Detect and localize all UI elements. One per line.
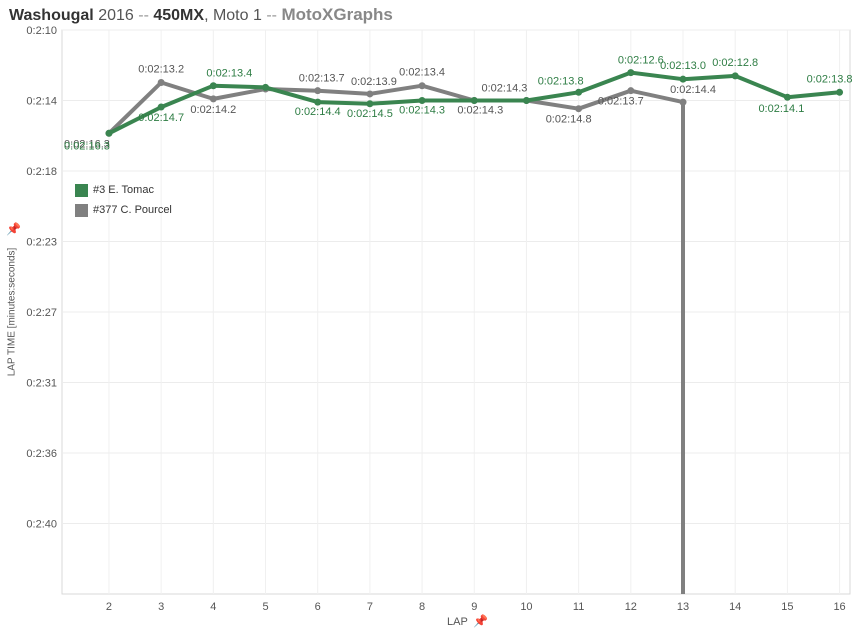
data-point-tomac: [418, 97, 426, 104]
data-label-pourcel: 0:02:14.3: [457, 105, 503, 117]
x-axis-pin-icon[interactable]: 📌: [473, 614, 488, 628]
x-tick-label: 3: [158, 601, 164, 613]
data-point-tomac: [470, 97, 478, 104]
legend-swatch-tomac: [75, 183, 88, 197]
data-point-pourcel: [366, 90, 374, 98]
x-tick-label: 7: [367, 601, 373, 613]
data-point-tomac: [731, 72, 739, 80]
data-point-tomac: [575, 88, 583, 96]
data-label-pourcel: 0:02:16.3: [64, 138, 110, 150]
x-tick-label: 15: [781, 601, 793, 613]
x-tick-label: 16: [833, 601, 845, 613]
x-tick-label: 12: [625, 601, 637, 613]
title-year: 2016: [98, 7, 134, 24]
x-tick-label: 2: [106, 601, 112, 613]
y-axis-title-wrap: LAP TIME [minutes:seconds]: [2, 232, 22, 392]
data-point-tomac: [262, 83, 270, 91]
x-tick-label: 13: [677, 601, 689, 613]
y-tick-label: 0:2:10: [26, 25, 57, 37]
data-label-tomac: 0:02:13.4: [206, 68, 252, 80]
data-label-tomac: 0:02:13.0: [660, 60, 706, 72]
chart-title: Washougal 2016 -- 450MX, Moto 1 -- MotoX…: [9, 5, 393, 25]
x-tick-label: 14: [729, 601, 741, 613]
data-label-tomac: 0:02:13.8: [807, 73, 853, 85]
data-point-pourcel: [627, 87, 635, 95]
x-axis-title: LAP: [447, 616, 468, 628]
x-tick-label: 4: [210, 601, 216, 613]
x-tick-label: 9: [471, 601, 477, 613]
data-label-tomac: 0:02:16.3: [64, 140, 110, 152]
data-label-pourcel: 0:02:14.3: [482, 83, 528, 95]
data-label-pourcel: 0:02:13.7: [598, 96, 644, 108]
data-point-pourcel: [679, 98, 687, 106]
data-point-tomac: [157, 103, 165, 111]
data-label-tomac: 0:02:14.4: [295, 106, 341, 118]
data-point-tomac: [836, 88, 844, 96]
data-label-tomac: 0:02:14.7: [138, 112, 184, 124]
data-label-tomac: 0:02:14.5: [347, 108, 393, 120]
title-moto: , Moto 1: [204, 7, 262, 24]
data-point-tomac: [366, 100, 374, 108]
data-point-tomac: [627, 69, 635, 77]
data-point-tomac: [105, 129, 113, 137]
legend-item-pourcel[interactable]: #377 C. Pourcel: [75, 200, 172, 220]
y-tick-label: 0:2:14: [26, 96, 57, 108]
legend-swatch-pourcel: [75, 203, 88, 217]
y-tick-label: 0:2:18: [26, 166, 57, 178]
data-point-tomac: [783, 93, 791, 101]
data-label-tomac: 0:02:12.6: [618, 55, 664, 67]
data-point-pourcel: [314, 87, 322, 95]
title-class: 450MX: [153, 7, 205, 24]
x-tick-label: 11: [573, 601, 584, 613]
y-tick-label: 0:2:40: [26, 519, 57, 531]
data-label-tomac: 0:02:14.1: [758, 103, 804, 115]
data-point-pourcel: [157, 78, 165, 86]
data-label-pourcel: 0:02:13.2: [138, 63, 184, 75]
data-label-tomac: 0:02:13.8: [538, 75, 584, 87]
data-point-tomac: [522, 97, 530, 104]
y-axis-title: LAP TIME [minutes:seconds]: [6, 247, 18, 377]
y-tick-label: 0:2:31: [26, 378, 57, 390]
title-brand: MotoXGraphs: [281, 5, 393, 24]
data-label-pourcel: 0:02:14.2: [190, 104, 236, 116]
title-separator-2: --: [266, 7, 277, 24]
title-event: Washougal: [9, 7, 94, 24]
data-label-tomac: 0:02:14.3: [399, 105, 445, 117]
title-separator-1: --: [138, 7, 149, 24]
legend-label-pourcel: #377 C. Pourcel: [93, 204, 172, 216]
y-tick-label: 0:2:23: [26, 237, 57, 249]
data-label-pourcel: 0:02:13.4: [399, 67, 445, 79]
data-label-pourcel: 0:02:14.4: [670, 84, 716, 96]
data-point-pourcel: [418, 82, 426, 90]
legend-label-tomac: #3 E. Tomac: [93, 184, 154, 196]
x-tick-label: 5: [262, 601, 268, 613]
data-label-pourcel: 0:02:14.8: [546, 114, 592, 126]
legend-item-tomac[interactable]: #3 E. Tomac: [75, 180, 172, 200]
data-point-tomac: [679, 75, 687, 83]
y-tick-label: 0:2:27: [26, 307, 57, 319]
data-label-pourcel: 0:02:13.9: [351, 76, 397, 88]
data-point-tomac: [314, 98, 322, 106]
x-tick-label: 8: [419, 601, 425, 613]
legend: #3 E. Tomac #377 C. Pourcel: [75, 180, 172, 220]
y-tick-label: 0:2:36: [26, 448, 57, 460]
data-label-pourcel: 0:02:13.7: [299, 73, 345, 85]
y-axis-pin-icon[interactable]: 📌: [6, 222, 21, 236]
x-tick-label: 10: [520, 601, 532, 613]
data-point-pourcel: [575, 105, 583, 113]
data-label-tomac: 0:02:12.8: [712, 57, 758, 69]
data-point-pourcel: [209, 95, 217, 103]
data-point-tomac: [209, 82, 217, 90]
x-tick-label: 6: [315, 601, 321, 613]
